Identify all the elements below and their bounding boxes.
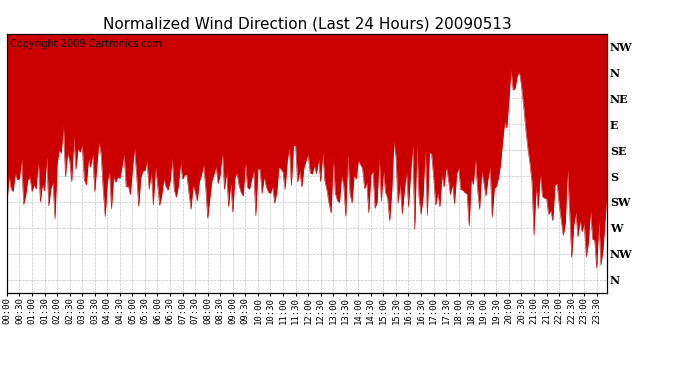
Title: Normalized Wind Direction (Last 24 Hours) 20090513: Normalized Wind Direction (Last 24 Hours… — [103, 16, 511, 31]
Text: Copyright 2009 Cartronics.com: Copyright 2009 Cartronics.com — [10, 39, 162, 49]
